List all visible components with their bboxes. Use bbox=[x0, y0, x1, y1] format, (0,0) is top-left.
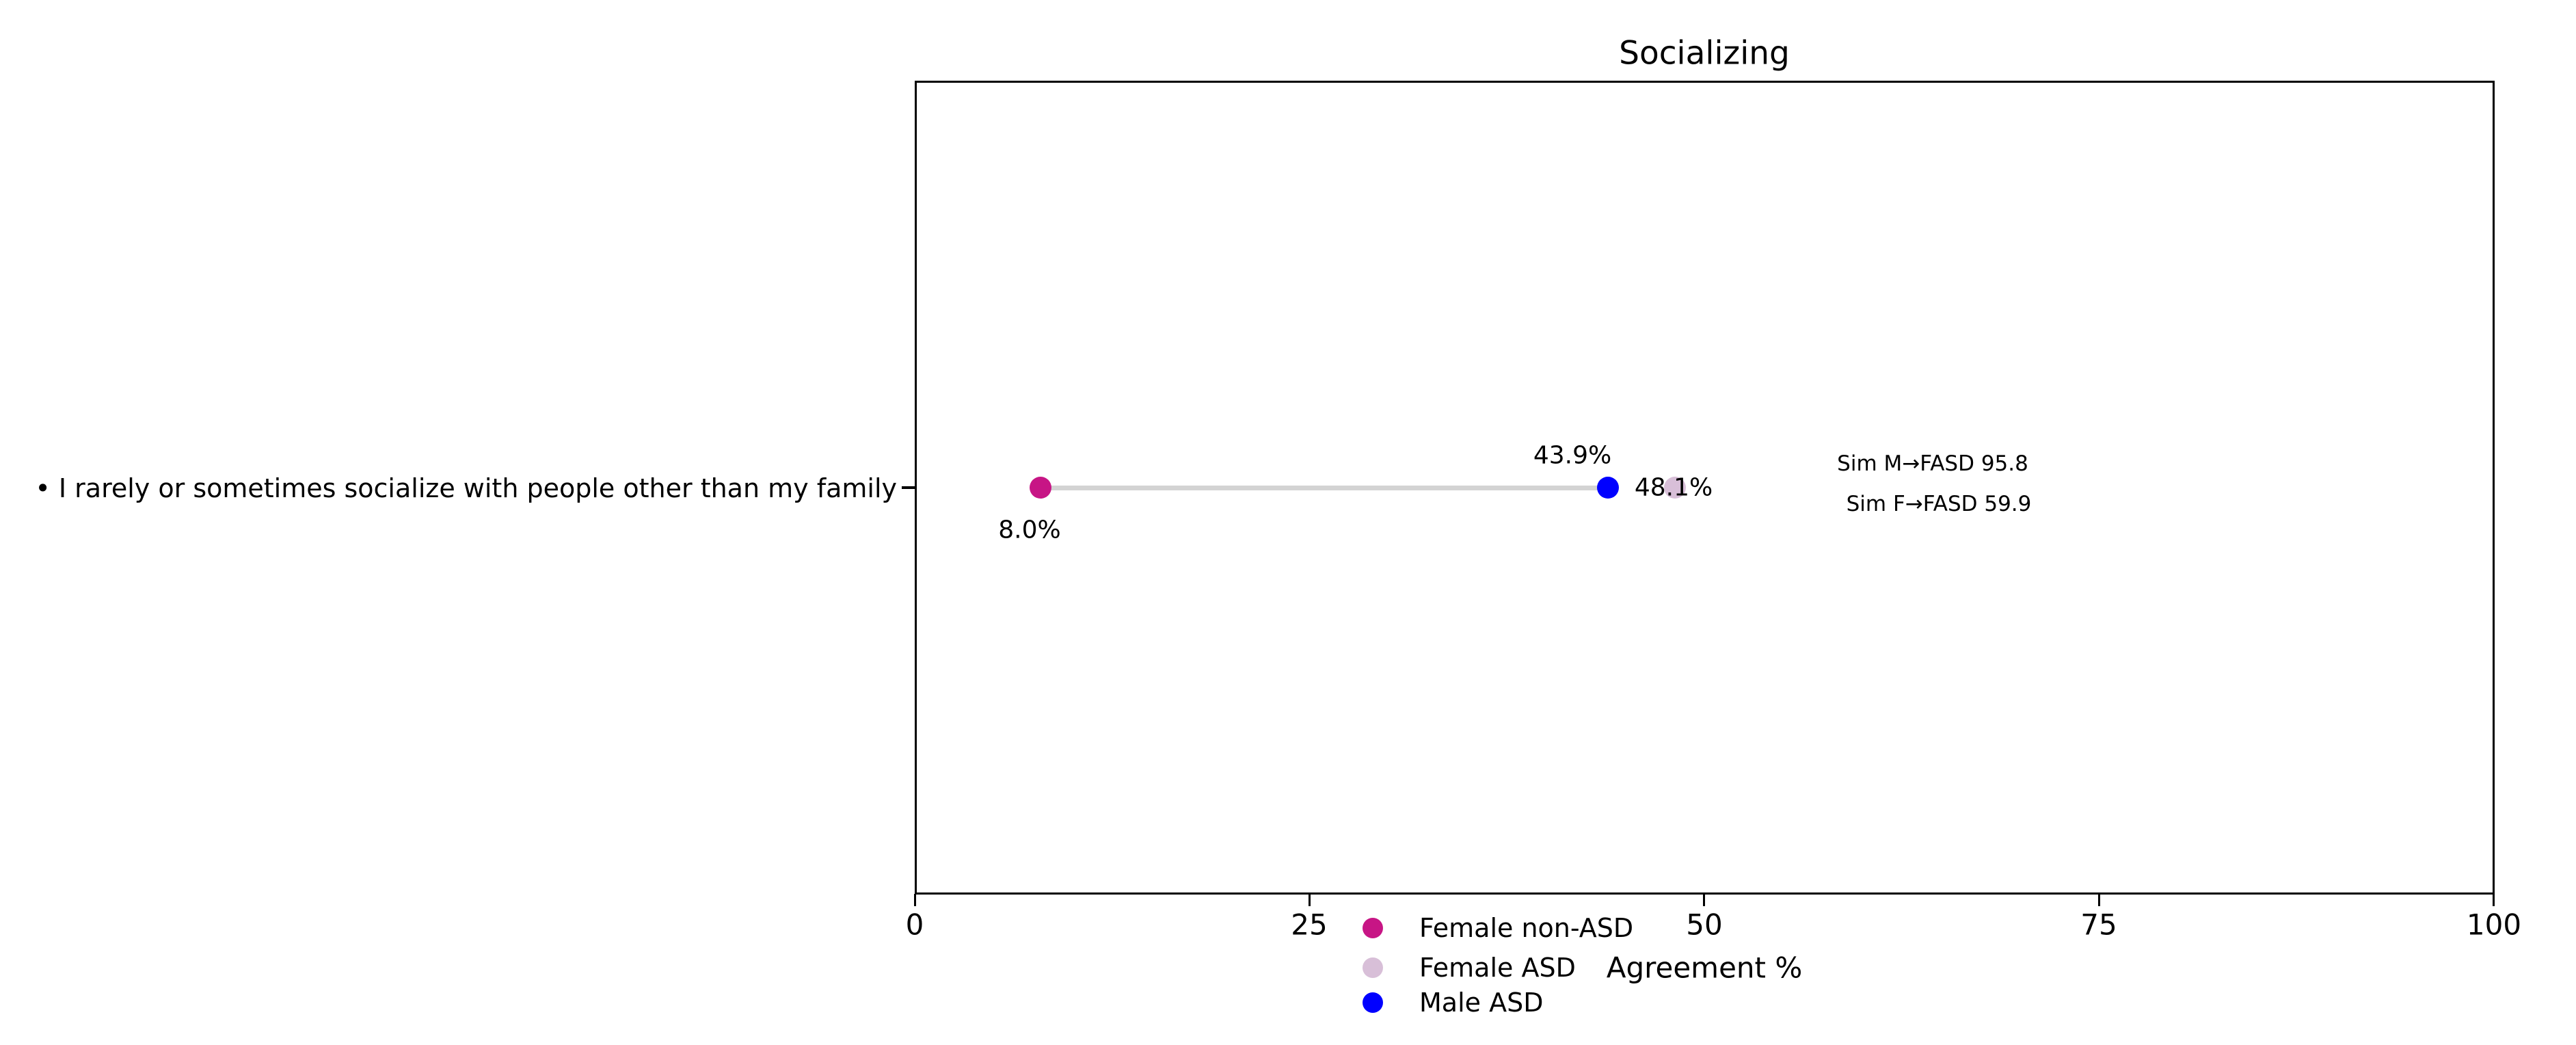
value-label-female-asd: 48.1% bbox=[1634, 473, 1713, 502]
chart-title: Socializing bbox=[1619, 34, 1790, 72]
x-tick-mark-100 bbox=[2493, 894, 2495, 906]
value-label-male-asd: 43.9% bbox=[1533, 441, 1612, 470]
x-axis-label: Agreement % bbox=[1606, 951, 1803, 985]
plot-area-frame bbox=[915, 81, 2495, 895]
annotation-sim-m-fasd: Sim M→FASD 95.8 bbox=[1837, 451, 2028, 476]
data-point-female-asd bbox=[1664, 477, 1686, 499]
x-tick-label-75: 75 bbox=[2080, 908, 2117, 942]
value-label-female-non-asd: 8.0% bbox=[998, 516, 1061, 544]
x-tick-label-100: 100 bbox=[2466, 908, 2522, 942]
annotation-sim-f-fasd: Sim F→FASD 59.9 bbox=[1846, 492, 2032, 516]
legend-label-female-non-asd: Female non-ASD bbox=[1419, 913, 1634, 943]
y-tick-mark bbox=[902, 486, 915, 489]
dumbbell-connector-line bbox=[1041, 486, 1608, 490]
legend-label-female-asd: Female ASD bbox=[1419, 953, 1576, 983]
y-category-label: • I rarely or sometimes socialize with p… bbox=[35, 473, 897, 503]
legend-swatch-female-asd bbox=[1363, 957, 1383, 978]
data-point-female-non-asd bbox=[1030, 477, 1051, 499]
x-tick-mark-75 bbox=[2098, 894, 2100, 906]
data-point-male-asd bbox=[1597, 477, 1619, 499]
x-tick-mark-50 bbox=[1703, 894, 1705, 906]
legend-label-male-asd: Male ASD bbox=[1419, 988, 1544, 1018]
legend-swatch-female-non-asd bbox=[1363, 918, 1383, 938]
legend-swatch-male-asd bbox=[1363, 992, 1383, 1013]
x-tick-label-0: 0 bbox=[905, 908, 924, 942]
x-tick-mark-0 bbox=[914, 894, 916, 906]
x-tick-label-50: 50 bbox=[1686, 908, 1723, 942]
x-tick-label-25: 25 bbox=[1291, 908, 1328, 942]
x-tick-mark-25 bbox=[1309, 894, 1311, 906]
